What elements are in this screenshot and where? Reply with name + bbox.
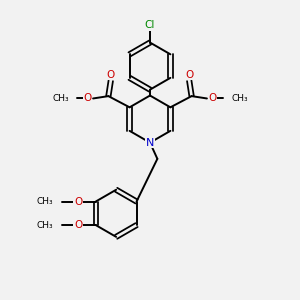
Text: Cl: Cl <box>145 20 155 30</box>
Text: CH₃: CH₃ <box>231 94 248 103</box>
Text: O: O <box>74 220 82 230</box>
Text: O: O <box>208 94 216 103</box>
Text: O: O <box>84 94 92 103</box>
Text: CH₃: CH₃ <box>52 94 69 103</box>
Text: O: O <box>185 70 194 80</box>
Text: O: O <box>106 70 115 80</box>
Text: CH₃: CH₃ <box>36 220 53 230</box>
Text: N: N <box>146 138 154 148</box>
Text: O: O <box>74 196 82 206</box>
Text: CH₃: CH₃ <box>36 197 53 206</box>
